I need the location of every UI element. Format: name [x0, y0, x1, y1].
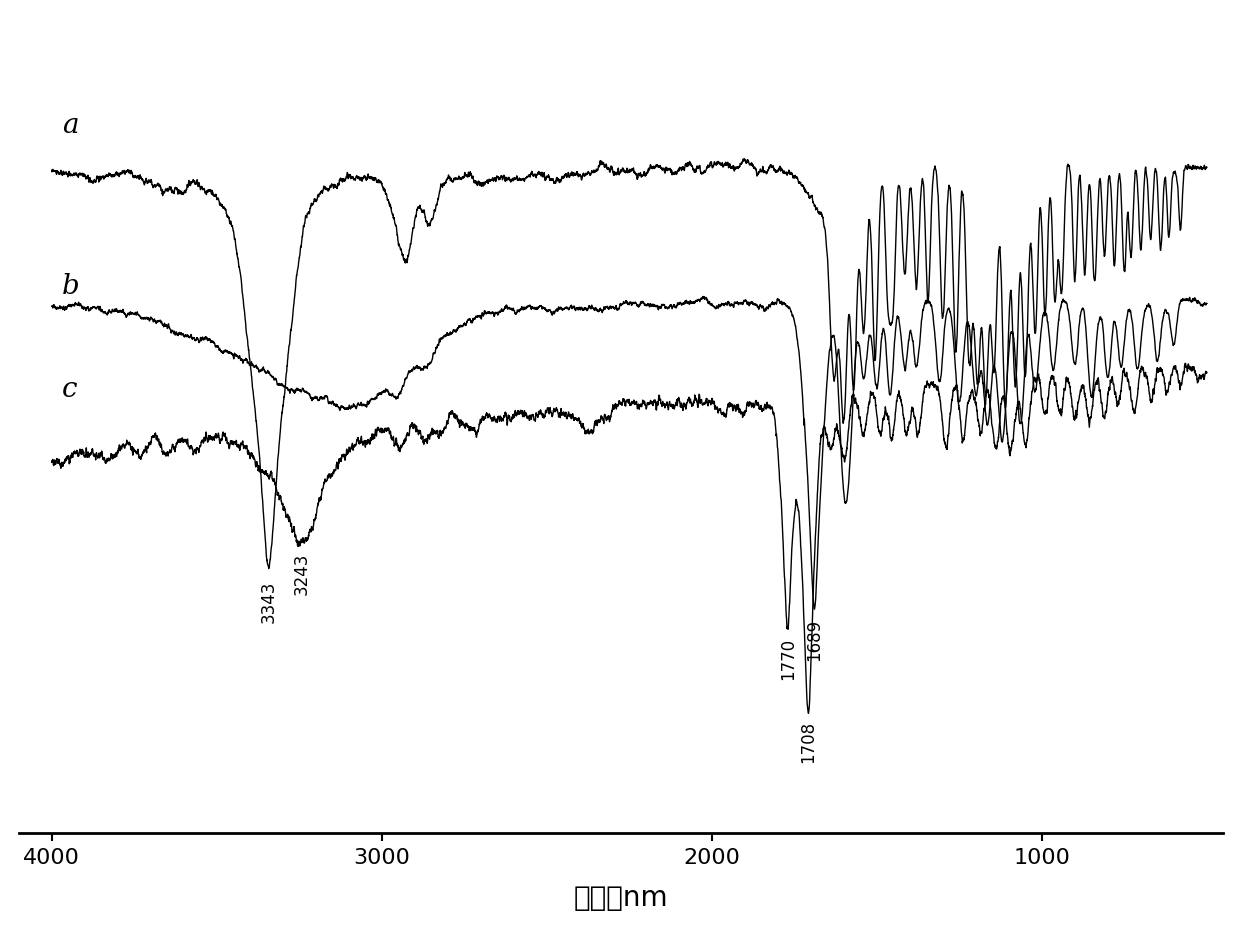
- Text: 1689: 1689: [806, 619, 823, 661]
- X-axis label: 波长／nm: 波长／nm: [574, 883, 668, 911]
- Text: c: c: [62, 375, 77, 403]
- Text: b: b: [62, 273, 79, 300]
- Text: 1708: 1708: [799, 720, 817, 763]
- Text: 3243: 3243: [293, 552, 310, 595]
- Text: 1770: 1770: [779, 637, 797, 679]
- Text: a: a: [62, 112, 78, 139]
- Text: 3343: 3343: [259, 580, 278, 623]
